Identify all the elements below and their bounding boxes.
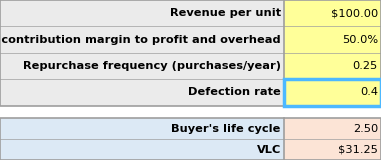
Text: t contribution margin to profit and overhead: t contribution margin to profit and over… <box>0 35 281 45</box>
Bar <box>284 118 381 139</box>
Text: Defection rate: Defection rate <box>188 87 281 97</box>
Text: Buyer's life cycle: Buyer's life cycle <box>171 124 281 134</box>
Bar <box>0 0 381 106</box>
Bar <box>0 79 284 106</box>
Bar <box>284 79 381 106</box>
Bar <box>0 118 381 160</box>
Bar <box>284 53 381 79</box>
Text: Revenue per unit: Revenue per unit <box>170 8 281 18</box>
Text: VLC: VLC <box>256 145 281 155</box>
Text: 0.4: 0.4 <box>360 87 378 97</box>
Text: 0.25: 0.25 <box>353 61 378 71</box>
Text: 2.50: 2.50 <box>353 124 378 134</box>
Bar <box>284 139 381 160</box>
Text: 50.0%: 50.0% <box>342 35 378 45</box>
Bar <box>0 0 284 26</box>
Bar <box>0 106 284 118</box>
Bar <box>0 53 284 79</box>
Bar <box>284 26 381 53</box>
Bar <box>284 106 381 118</box>
Text: $100.00: $100.00 <box>331 8 378 18</box>
Bar <box>0 26 284 53</box>
Text: $31.25: $31.25 <box>338 145 378 155</box>
Bar <box>284 0 381 26</box>
Bar <box>284 79 381 106</box>
Bar <box>0 118 284 139</box>
Text: Repurchase frequency (purchases/year): Repurchase frequency (purchases/year) <box>23 61 281 71</box>
Bar <box>0 139 284 160</box>
